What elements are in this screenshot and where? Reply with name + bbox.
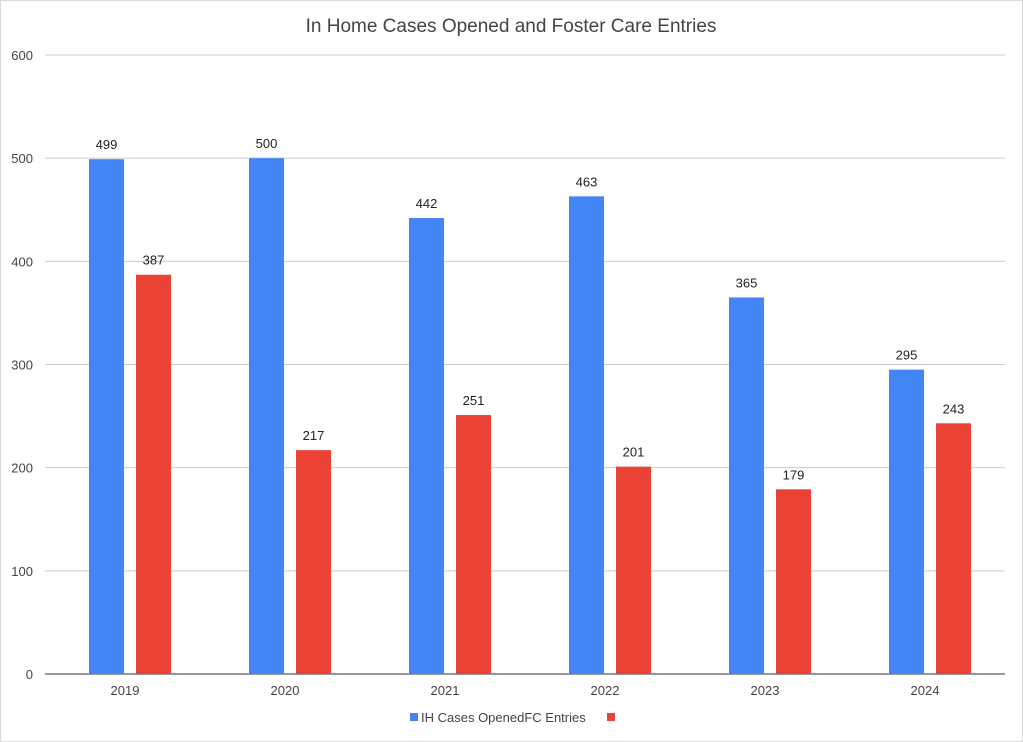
data-label: 243 xyxy=(943,401,965,416)
bar-fc-entries xyxy=(936,423,971,674)
x-tick-label: 2022 xyxy=(591,683,620,698)
x-tick-label: 2023 xyxy=(751,683,780,698)
y-tick-label: 600 xyxy=(11,48,33,63)
bar-ih-cases xyxy=(249,158,284,674)
data-label: 500 xyxy=(256,136,278,151)
y-tick-label: 300 xyxy=(11,358,33,373)
data-label: 201 xyxy=(623,445,645,460)
legend-swatch-ih-cases xyxy=(410,713,418,721)
data-label: 251 xyxy=(463,393,485,408)
data-label: 499 xyxy=(96,137,118,152)
bar-fc-entries xyxy=(296,450,331,674)
x-tick-label: 2021 xyxy=(431,683,460,698)
bar-fc-entries xyxy=(616,466,651,674)
data-label: 295 xyxy=(896,348,918,363)
bar-ih-cases xyxy=(409,218,444,674)
legend-swatch-fc-entries xyxy=(607,713,615,721)
data-label: 387 xyxy=(143,253,165,268)
bar-ih-cases xyxy=(569,196,604,675)
chart-title: In Home Cases Opened and Foster Care Ent… xyxy=(306,16,717,37)
bar-ih-cases xyxy=(729,297,764,674)
y-tick-label: 400 xyxy=(11,254,33,269)
data-label: 365 xyxy=(736,275,758,290)
legend-label-fc-entries: FC Entries xyxy=(524,710,586,725)
legend-label-ih-cases: IH Cases Opened xyxy=(421,710,524,725)
y-tick-label: 100 xyxy=(11,564,33,579)
x-tick-label: 2020 xyxy=(271,683,300,698)
x-tick-label: 2024 xyxy=(911,683,940,698)
bar-ih-cases xyxy=(889,369,924,674)
data-label: 217 xyxy=(303,428,325,443)
data-label: 463 xyxy=(576,174,598,189)
bar-ih-cases xyxy=(89,159,124,674)
bar-fc-entries xyxy=(776,489,811,674)
y-tick-label: 0 xyxy=(26,667,33,682)
x-tick-label: 2019 xyxy=(111,683,140,698)
y-tick-label: 500 xyxy=(11,151,33,166)
data-label: 179 xyxy=(783,467,805,482)
data-label: 442 xyxy=(416,196,438,211)
bar-fc-entries xyxy=(136,274,171,674)
bar-fc-entries xyxy=(456,415,491,674)
y-tick-label: 200 xyxy=(11,461,33,476)
